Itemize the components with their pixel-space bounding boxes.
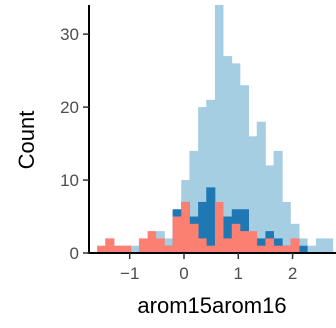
- histogram-bar-s2-b23: [290, 238, 300, 253]
- histogram-bar-s2-b2: [113, 245, 123, 253]
- histogram-bar-s0-b20: [265, 165, 274, 253]
- x-tick-label: 1: [234, 264, 243, 283]
- y-tick-label: 30: [60, 25, 79, 44]
- histogram-bar-s2-b6: [147, 231, 157, 253]
- histogram-bar-s0-b4: [130, 245, 140, 253]
- y-tick-label: 0: [70, 244, 79, 263]
- histogram-bar-s0-b16: [231, 63, 241, 253]
- histogram-bar-s0-b8: [164, 238, 173, 253]
- histogram-bar-s2-b5: [138, 238, 149, 253]
- histogram-bar-s1-b15: [223, 216, 233, 253]
- histogram-bar-s2-b7: [155, 238, 165, 253]
- histogram-bar-s1-b19: [256, 238, 266, 253]
- histogram-bar-s2-b20: [265, 238, 274, 253]
- histogram-bar-s0-b11: [189, 150, 199, 253]
- histogram-bar-s2-b0: [97, 245, 106, 253]
- histogram-bar-s2-b13: [206, 245, 216, 253]
- histogram-bar-s0-b26: [315, 238, 325, 253]
- y-axis-title: Count: [14, 111, 39, 170]
- histogram-bar-s2-b17: [239, 231, 249, 253]
- histogram-bar-s1-b24: [299, 245, 308, 253]
- histogram-bar-s1-b13: [206, 187, 216, 253]
- histogram-bar-s0-b17: [239, 85, 249, 254]
- histogram-bar-s0-b13: [206, 99, 216, 253]
- histogram-bar-s0-b18: [248, 136, 258, 253]
- histogram-bar-s0-b15: [223, 56, 233, 254]
- histogram-bar-s2-b22: [282, 245, 291, 253]
- histogram-bar-s2-b9: [172, 216, 182, 253]
- bars-layer: [97, 5, 334, 254]
- histogram-bar-s1-b21: [273, 238, 283, 253]
- histogram-bar-s1-b12: [198, 201, 207, 253]
- histogram-bar-s2-b21: [273, 245, 283, 253]
- histogram-bar-s0-b24: [299, 238, 308, 253]
- y-tick-label: 20: [60, 98, 79, 117]
- histogram-bar-s0-b27: [324, 238, 334, 253]
- histogram-bar-s2-b18: [248, 231, 258, 253]
- histogram-bar-s2-b8: [164, 245, 173, 253]
- histogram-bar-s0-b25: [307, 245, 317, 253]
- histogram-bar-s2-b14: [214, 201, 224, 253]
- histogram-bar-s0-b12: [198, 107, 207, 254]
- histogram-bar-s2-b15: [223, 238, 233, 253]
- histogram-bar-s2-b12: [198, 238, 207, 253]
- y-tick-label: 10: [60, 171, 79, 190]
- histogram-bar-s0-b22: [282, 201, 291, 253]
- histogram-bar-s2-b3: [122, 245, 132, 253]
- histogram-bar-s0-b21: [273, 150, 283, 253]
- histogram-bar-s0-b19: [256, 121, 266, 254]
- histogram-bar-s2-b1: [105, 238, 115, 253]
- histogram-bar-s2-b19: [256, 245, 266, 253]
- x-tick-label: 2: [288, 264, 297, 283]
- histogram-bar-s0-b14: [214, 5, 224, 253]
- x-axis-ticks: −1 0 1 2: [120, 253, 297, 283]
- histogram-bar-s2-b11: [189, 223, 199, 253]
- y-axis-ticks: 0 10 20 30: [60, 25, 89, 263]
- x-tick-label: −1: [120, 264, 139, 283]
- histogram-bar-s2-b16: [231, 223, 241, 253]
- x-tick-label: 0: [179, 264, 188, 283]
- x-axis-title: arom15arom16: [137, 293, 286, 318]
- histogram-bar-s2-b10: [181, 201, 190, 253]
